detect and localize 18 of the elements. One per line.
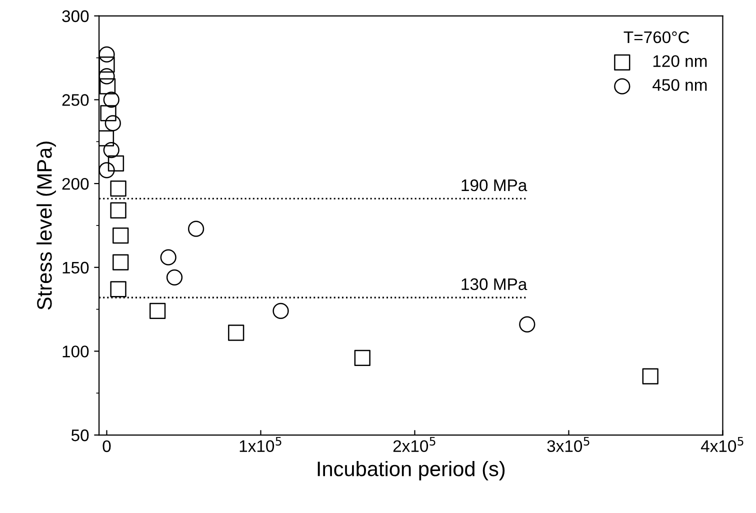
x-axis-title: Incubation period (s): [318, 460, 505, 480]
legend-label: 450 nm: [652, 79, 707, 91]
legend-title: T=760°C: [624, 31, 690, 44]
x-tick-label: 0: [102, 440, 111, 452]
y-tick-label: 200: [62, 178, 89, 190]
legend-label: 120 nm: [653, 55, 707, 68]
y-axis-title: Stress level (MPa): [36, 142, 56, 310]
annotation: 130 MPa: [462, 278, 528, 290]
x-tick-label: 4x10$^{5}$: [700, 436, 744, 452]
x-tick-label: 3x10$^{5}$: [547, 436, 590, 452]
y-tick-label: 300: [62, 10, 89, 22]
annotation: 190 MPa: [462, 179, 528, 192]
x-tick-label: 1x10$^{5}$: [240, 436, 282, 452]
y-tick-label: 150: [62, 262, 89, 274]
y-tick-label: 250: [62, 94, 89, 106]
x-tick-label: 2x10$^{5}$: [393, 436, 436, 452]
y-tick-label: 100: [62, 346, 89, 358]
y-tick-label: 50: [71, 429, 89, 442]
